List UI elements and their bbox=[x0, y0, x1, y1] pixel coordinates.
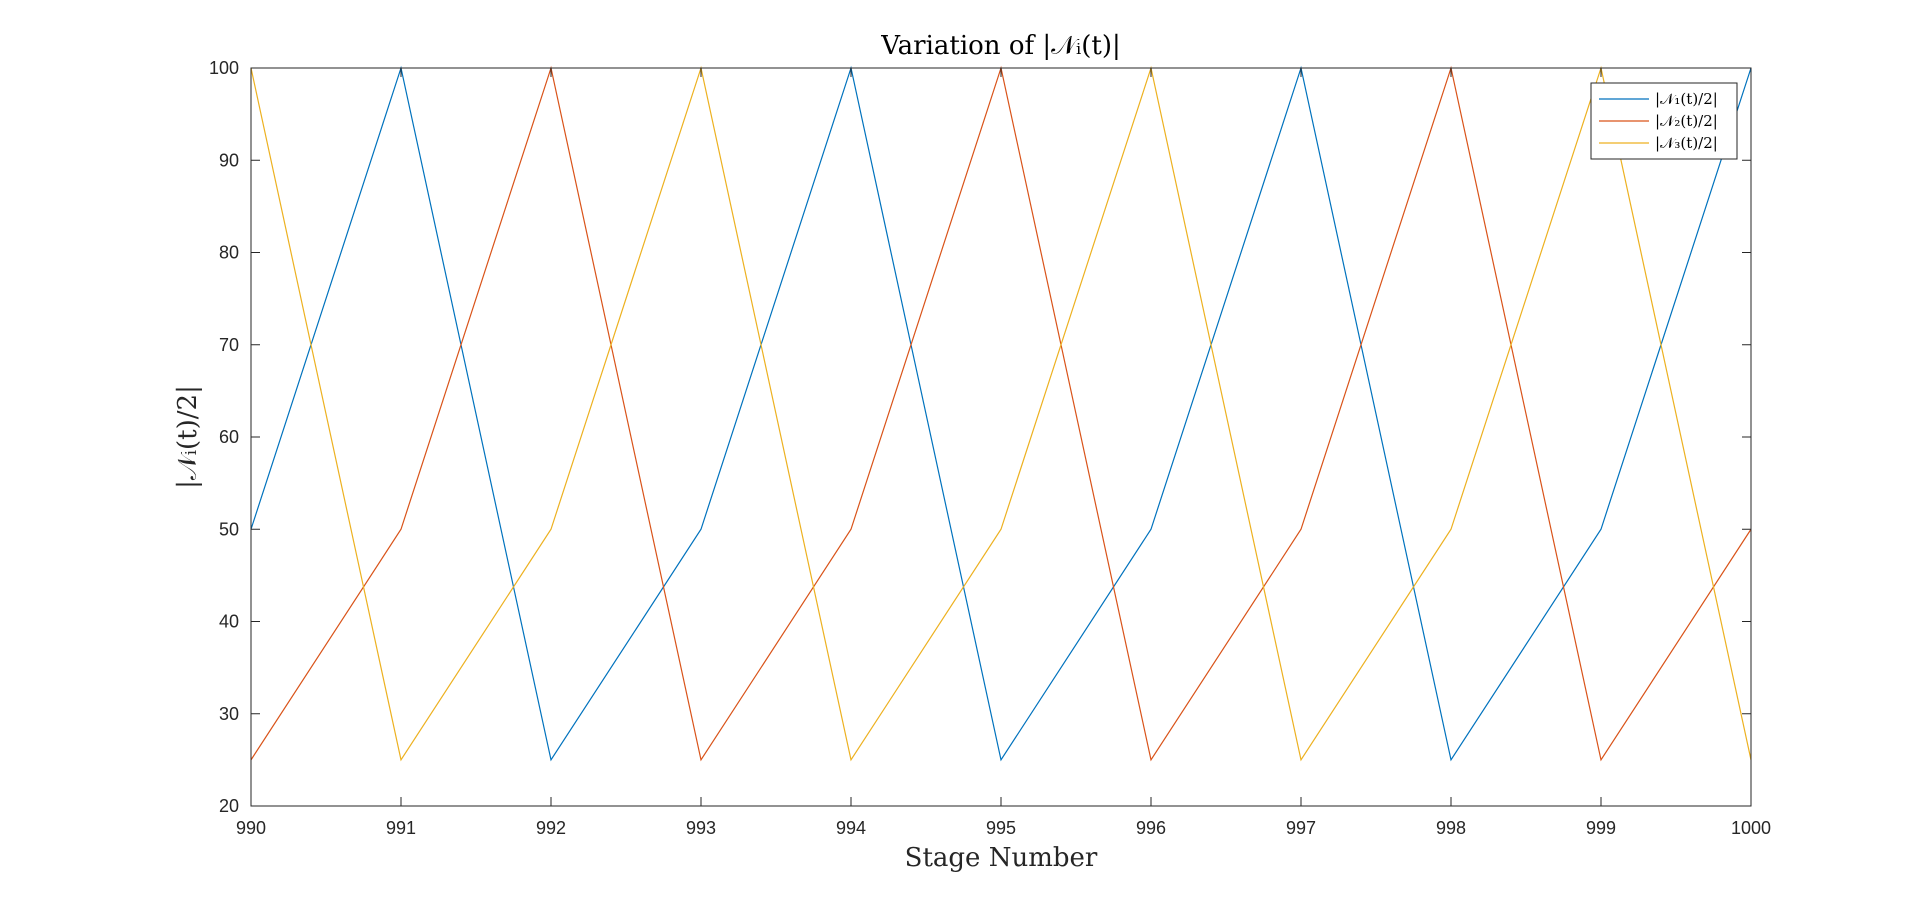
x-tick-label: 1000 bbox=[1731, 818, 1771, 838]
y-tick-label: 40 bbox=[219, 612, 239, 632]
series-line-1 bbox=[250, 65, 1752, 762]
legend-label-1: |𝒩₁(t)/2| bbox=[1655, 90, 1718, 108]
x-tick-label: 999 bbox=[1586, 818, 1616, 838]
x-tick-label: 997 bbox=[1286, 818, 1316, 838]
x-tick-label: 992 bbox=[536, 818, 566, 838]
x-tick-label: 996 bbox=[1136, 818, 1166, 838]
legend-label-2: |𝒩₂(t)/2| bbox=[1655, 112, 1718, 130]
y-tick-label: 100 bbox=[209, 58, 239, 78]
y-tick-label: 30 bbox=[219, 704, 239, 724]
y-tick-label: 20 bbox=[219, 796, 239, 816]
y-tick-label: 90 bbox=[219, 150, 239, 170]
x-tick-label: 991 bbox=[386, 818, 416, 838]
series-line-3 bbox=[250, 65, 1752, 762]
legend-label-3: |𝒩₃(t)/2| bbox=[1655, 134, 1718, 152]
x-tick-label: 990 bbox=[236, 818, 266, 838]
x-tick-label: 994 bbox=[836, 818, 866, 838]
y-tick-label: 70 bbox=[219, 335, 239, 355]
y-tick-label: 60 bbox=[219, 427, 239, 447]
x-tick-label: 995 bbox=[986, 818, 1016, 838]
legend: |𝒩₁(t)/2| |𝒩₂(t)/2| |𝒩₃(t)/2| bbox=[1590, 82, 1738, 160]
y-tick-label: 80 bbox=[219, 243, 239, 263]
x-tick-label: 998 bbox=[1436, 818, 1466, 838]
x-axis-label: Stage Number bbox=[905, 843, 1098, 873]
chart-title: Variation of |𝒩ᵢ(t)| bbox=[880, 31, 1121, 61]
tick-layer: 990 991 992 993 994 995 996 997 998 999 1000 20 30 40… bbox=[209, 58, 1771, 838]
x-tick-label: 993 bbox=[686, 818, 716, 838]
plot-area bbox=[251, 68, 1751, 806]
y-tick-label: 50 bbox=[219, 519, 239, 539]
y-axis-label: |𝒩ᵢ(t)/2| bbox=[173, 385, 203, 489]
